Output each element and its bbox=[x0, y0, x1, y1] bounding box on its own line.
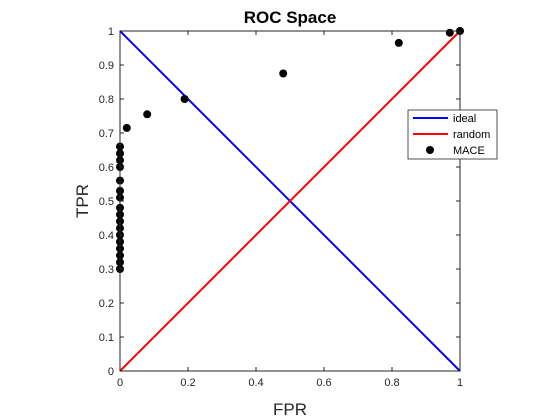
y-tick-label: 0.2 bbox=[99, 298, 114, 310]
x-tick-label: 0.8 bbox=[384, 377, 399, 389]
data-point-mace bbox=[279, 69, 288, 78]
data-point-mace bbox=[143, 110, 152, 119]
x-tick-label: 0.2 bbox=[180, 377, 195, 389]
legend-label-random: random bbox=[453, 129, 490, 141]
x-axis-title: FPR bbox=[273, 400, 307, 419]
x-tick-label: 0 bbox=[117, 377, 123, 389]
y-tick-label: 0.4 bbox=[99, 230, 114, 242]
y-tick-label: 0.1 bbox=[99, 332, 114, 344]
y-axis-ticks: 0 0.1 0.2 0.3 0.4 0.5 0.6 0.7 0.8 0.9 1 bbox=[99, 26, 460, 378]
x-tick-label: 0.4 bbox=[248, 377, 263, 389]
data-point-mace bbox=[445, 28, 454, 37]
data-point-mace bbox=[122, 123, 131, 132]
legend-swatch-mace bbox=[426, 146, 434, 154]
y-tick-label: 0 bbox=[108, 366, 114, 378]
x-tick-label: 0.6 bbox=[316, 377, 331, 389]
y-tick-label: 0.9 bbox=[99, 60, 114, 72]
legend-label-ideal: ideal bbox=[453, 113, 476, 125]
y-tick-label: 1 bbox=[108, 26, 114, 38]
series-lines bbox=[119, 30, 461, 372]
x-tick-label: 1 bbox=[457, 377, 463, 389]
x-axis-ticks: 0 0.2 0.4 0.6 0.8 1 bbox=[117, 31, 463, 389]
chart-title: ROC Space bbox=[244, 8, 337, 27]
legend-label-mace: MACE bbox=[453, 145, 485, 157]
y-axis-title: TPR bbox=[73, 184, 92, 218]
data-point-mace bbox=[180, 95, 189, 103]
y-tick-label: 0.5 bbox=[99, 196, 114, 208]
y-tick-label: 0.8 bbox=[99, 94, 114, 106]
series-line-random bbox=[119, 30, 461, 372]
data-point-mace bbox=[394, 38, 403, 47]
y-tick-label: 0.3 bbox=[99, 264, 114, 276]
legend: ideal random MACE bbox=[407, 109, 498, 160]
y-tick-label: 0.7 bbox=[99, 128, 114, 140]
y-tick-label: 0.6 bbox=[99, 162, 114, 174]
